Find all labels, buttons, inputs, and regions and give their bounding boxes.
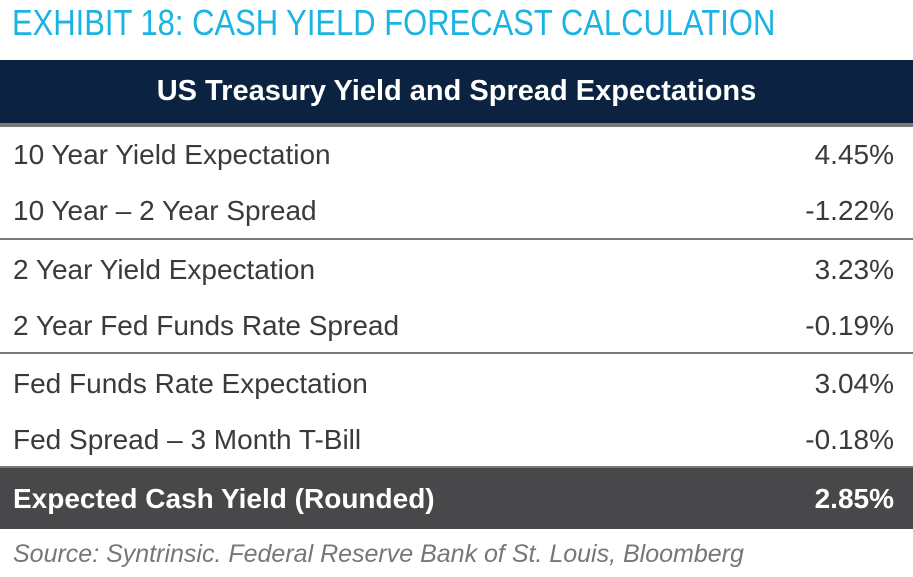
source-note: Source: Syntrinsic. Federal Reserve Bank… — [13, 540, 744, 568]
row-label: 10 Year Yield Expectation — [13, 139, 331, 170]
row-label: 2 Year Fed Funds Rate Spread — [13, 310, 400, 341]
table-row: 10 Year Yield Expectation 4.45% — [0, 127, 913, 183]
total-row: Expected Cash Yield (Rounded) 2.85% — [0, 468, 913, 529]
total-value: 2.85% — [814, 482, 894, 514]
divider — [0, 466, 913, 468]
exhibit-title: EXHIBIT 18: CASH YIELD FORECAST CALCULAT… — [12, 2, 776, 43]
row-label: Fed Funds Rate Expectation — [13, 368, 368, 399]
row-value: -0.18% — [805, 424, 894, 455]
divider — [0, 352, 913, 354]
table-row: 10 Year – 2 Year Spread -1.22% — [0, 183, 913, 239]
row-label: 10 Year – 2 Year Spread — [13, 195, 317, 226]
row-value: 3.04% — [814, 368, 894, 399]
row-value: 3.23% — [814, 254, 894, 285]
row-label: 2 Year Yield Expectation — [13, 254, 316, 285]
table-row: Fed Spread – 3 Month T-Bill -0.18% — [0, 412, 913, 468]
table-row: 2 Year Fed Funds Rate Spread -0.19% — [0, 298, 913, 354]
row-label: Fed Spread – 3 Month T-Bill — [13, 424, 362, 455]
row-value: 4.45% — [814, 139, 894, 170]
row-value: -1.22% — [805, 195, 894, 226]
row-value: -0.19% — [805, 310, 894, 341]
divider — [0, 123, 913, 127]
total-label: Expected Cash Yield (Rounded) — [13, 482, 435, 514]
table-header: US Treasury Yield and Spread Expectation… — [0, 60, 913, 123]
table-row: 2 Year Yield Expectation 3.23% — [0, 242, 913, 298]
table-row: Fed Funds Rate Expectation 3.04% — [0, 356, 913, 412]
divider — [0, 238, 913, 240]
